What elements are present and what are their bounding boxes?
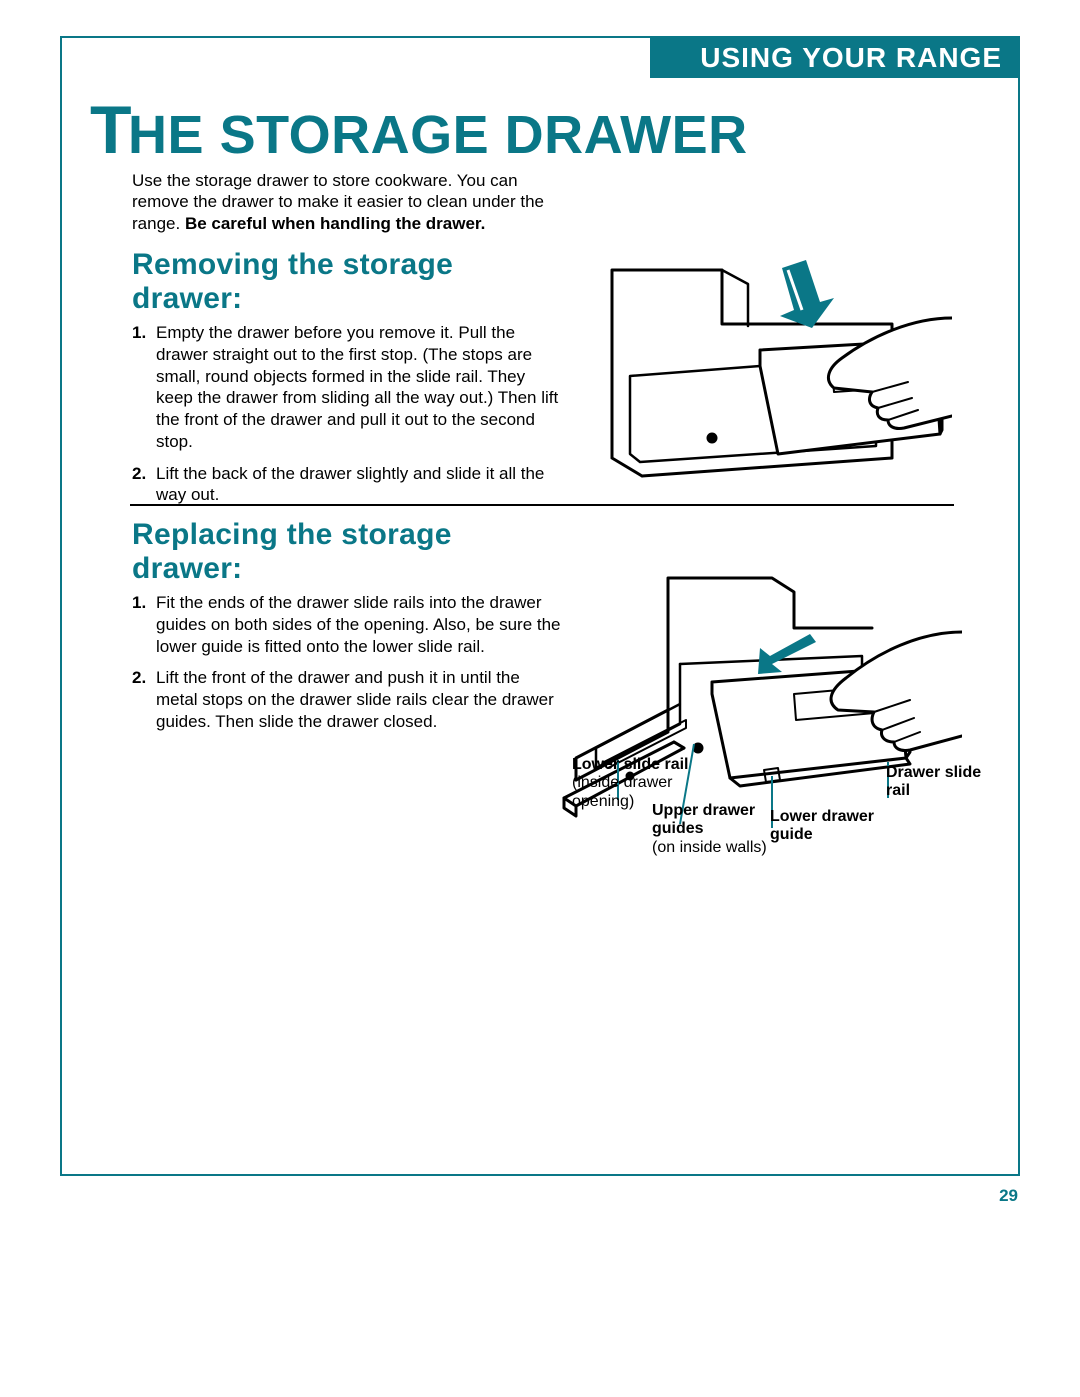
callout-bold: Drawer slide rail <box>886 764 986 801</box>
list-item: 2. Lift the back of the drawer slightly … <box>132 463 562 507</box>
steps-removing: 1. Empty the drawer before you remove it… <box>132 322 562 506</box>
callout-bold: Lower slide rail <box>572 756 722 774</box>
callout-lower-guide: Lower drawer guide <box>770 808 900 845</box>
list-item: 1. Empty the drawer before you remove it… <box>132 322 562 453</box>
arrow-icon <box>758 634 816 674</box>
intro-bold: Be careful when handling the drawer. <box>185 214 485 233</box>
page-number: 29 <box>999 1186 1018 1206</box>
list-item: 1. Fit the ends of the drawer slide rail… <box>132 592 562 657</box>
step-text: Lift the back of the drawer slightly and… <box>156 463 562 507</box>
step-text: Lift the front of the drawer and push it… <box>156 667 562 732</box>
step-number: 2. <box>132 667 156 732</box>
section-removing: Removing the storage drawer: 1. Empty th… <box>132 248 562 516</box>
step-number: 1. <box>132 592 156 657</box>
page-frame: USING YOUR RANGE T HE STORAGE DRAWER Use… <box>60 36 1020 1176</box>
step-number: 2. <box>132 463 156 507</box>
callout-drawer-rail: Drawer slide rail <box>886 764 986 801</box>
section-replacing: Replacing the storage drawer: 1. Fit the… <box>132 518 562 743</box>
page-title: T HE STORAGE DRAWER <box>90 96 748 164</box>
figure-remove-drawer <box>572 258 952 488</box>
step-text: Fit the ends of the drawer slide rails i… <box>156 592 562 657</box>
list-item: 2. Lift the front of the drawer and push… <box>132 667 562 732</box>
steps-replacing: 1. Fit the ends of the drawer slide rail… <box>132 592 562 733</box>
callout-text: (on inside walls) <box>652 839 767 856</box>
divider <box>130 504 954 506</box>
title-rest: HE STORAGE DRAWER <box>128 108 748 162</box>
title-dropcap: T <box>90 96 132 164</box>
step-number: 1. <box>132 322 156 453</box>
intro-paragraph: Use the storage drawer to store cookware… <box>132 170 562 234</box>
subhead-removing: Removing the storage drawer: <box>132 248 562 316</box>
subhead-replacing: Replacing the storage drawer: <box>132 518 562 586</box>
section-tab: USING YOUR RANGE <box>650 36 1020 78</box>
arrow-icon <box>780 260 834 328</box>
callout-bold: Lower drawer guide <box>770 808 900 845</box>
step-text: Empty the drawer before you remove it. P… <box>156 322 562 453</box>
